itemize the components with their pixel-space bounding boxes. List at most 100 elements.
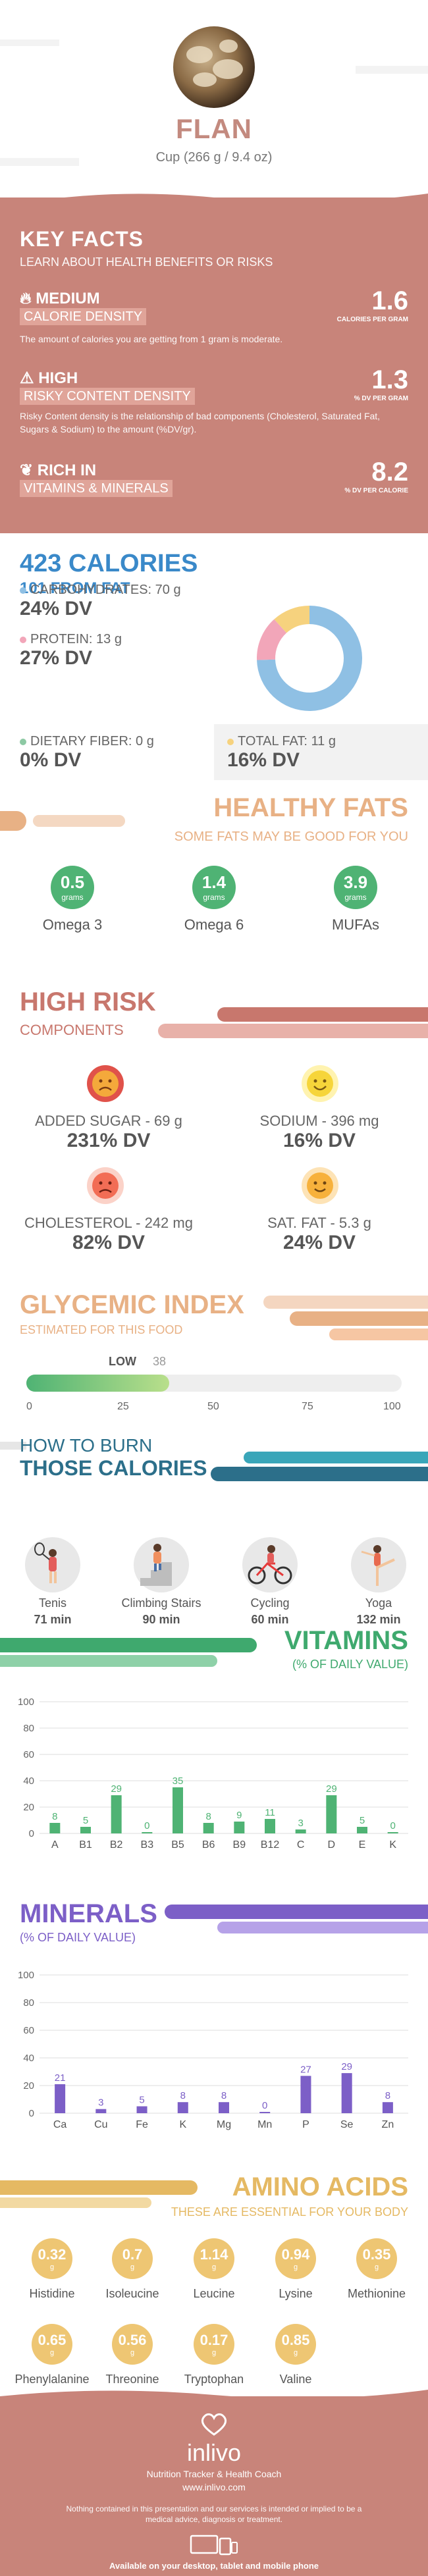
fat-circle-omega6: 1.4 grams — [192, 866, 236, 909]
risk-label: ADDED SUGAR - 69 g — [35, 1113, 182, 1129]
vitamin-value-label: 5 — [83, 1815, 88, 1826]
wave-top — [0, 194, 428, 207]
very-unhappy-face-icon — [87, 1065, 124, 1102]
mineral-bar — [95, 2109, 107, 2113]
macro-protein: PROTEIN: 13 g 27% DV — [20, 632, 122, 669]
mineral-ytick: 60 — [23, 2025, 34, 2036]
vitamin-bar — [357, 1827, 367, 1833]
vitamin-value-label: 8 — [205, 1811, 211, 1822]
devices-icon — [190, 2535, 238, 2557]
amino-circle-methionine: 0.35 g — [356, 2238, 397, 2279]
flame-icon: 🔥︎ — [20, 290, 32, 307]
vitamin-ytick: 40 — [23, 1775, 34, 1787]
yoga-pose-icon — [351, 1537, 406, 1592]
food-title: FLAN — [176, 113, 252, 144]
vitamin-ytick: 0 — [29, 1828, 34, 1839]
decor-bar — [263, 1296, 428, 1309]
decor-bar — [329, 1328, 428, 1340]
amino-circle-valine: 0.85 g — [275, 2324, 316, 2365]
amino-name: Histidine — [29, 2287, 75, 2300]
risk-dv: 24% DV — [282, 1232, 356, 1253]
vitamin-category-label: D — [328, 1839, 336, 1851]
legend-dot — [20, 636, 26, 643]
decor-stripe — [0, 39, 59, 46]
amino-circle-histidine: 0.32 g — [32, 2238, 72, 2279]
activity-minutes: 90 min — [142, 1613, 180, 1626]
fact-calorie-density: 🔥︎ MEDIUM CALORIE DENSITY — [20, 290, 147, 325]
vitamin-value-label: 5 — [360, 1815, 365, 1826]
vitamin-bar — [234, 1822, 245, 1833]
smiling-face-icon — [302, 1167, 338, 1204]
fact-value: 1.3 — [371, 365, 408, 394]
decor-bar — [217, 1007, 428, 1022]
decor-bar — [211, 1467, 428, 1481]
mineral-bar — [382, 2102, 393, 2113]
amino-name: Phenylalanine — [14, 2373, 90, 2386]
risk-label: CHOLESTEROL - 242 mg — [24, 1215, 193, 1231]
mineral-bar — [55, 2084, 66, 2113]
amino-circle-isoleucine: 0.7 g — [112, 2238, 153, 2279]
amino-circle-leucine: 1.14 g — [194, 2238, 234, 2279]
vitamin-category-label: B12 — [261, 1839, 280, 1851]
vitamin-bar — [173, 1787, 183, 1833]
glycemic-subheading: ESTIMATED FOR THIS FOOD — [20, 1323, 183, 1336]
calories-heading: 423 CALORIES — [20, 550, 198, 577]
fact-risky-content: ⚠︎ HIGH RISKY CONTENT DENSITY — [20, 369, 195, 405]
mineral-bar — [219, 2102, 229, 2113]
activity-name: Climbing Stairs — [121, 1596, 201, 1610]
fact-description: Risky Content density is the relationshi… — [20, 411, 381, 434]
donut-slice-protein — [257, 619, 287, 660]
mineral-category-label: K — [179, 2119, 186, 2130]
burn-heading-2: THOSE CALORIES — [20, 1456, 207, 1480]
mineral-bar — [341, 2073, 352, 2113]
fat-name: Omega 3 — [42, 916, 103, 933]
vitamin-bar — [80, 1827, 91, 1833]
decor-bar — [0, 2180, 198, 2195]
fact-vitamins-minerals: ❦ RICH IN VITAMINS & MINERALS — [20, 461, 173, 497]
decor-stripe — [0, 158, 79, 166]
fact-level: HIGH — [38, 369, 78, 387]
fact-description: The amount of calories you are getting f… — [20, 334, 283, 344]
gi-tick: 75 — [302, 1401, 313, 1412]
amino-circle-phenylalanine: 0.65 g — [32, 2324, 72, 2365]
healthy-fats-subheading: SOME FATS MAY BE GOOD FOR YOU — [174, 829, 408, 844]
amino-circle-lysine: 0.94 g — [275, 2238, 316, 2279]
minerals-subheading: (% OF DAILY VALUE) — [20, 1931, 136, 1944]
minerals-bar-chart: 0 20 40 60 80 100 21 Ca 3 Cu 5 Fe 8 K 8 Mg 0 Mn 27 P 29 Se 8 Zn — [18, 1970, 408, 2130]
activity-minutes: 71 min — [34, 1613, 72, 1626]
mineral-value-label: 29 — [341, 2061, 352, 2072]
decor-bar — [158, 1024, 428, 1038]
footer: inlivo Nutrition Tracker & Health Coach … — [0, 2390, 428, 2576]
burn-heading-1: HOW TO BURN — [20, 1435, 153, 1456]
mineral-value-label: 5 — [139, 2095, 144, 2106]
vitamin-category-label: B2 — [110, 1839, 123, 1851]
total-fat-box — [214, 724, 428, 780]
mineral-bar — [259, 2112, 271, 2113]
sad-face-icon — [87, 1167, 124, 1204]
amino-name: Leucine — [193, 2287, 235, 2300]
fat-name: MUFAs — [331, 916, 380, 933]
vitamin-value-label: 3 — [298, 1818, 303, 1829]
brand-url[interactable]: www.inlivo.com — [182, 2482, 246, 2492]
fact-name: VITAMINS & MINERALS — [20, 480, 173, 497]
macro-dv: 0% DV — [20, 749, 82, 771]
leaf-icon: ❦ — [20, 461, 34, 479]
brand-name: inlivo — [186, 2439, 242, 2466]
tennis-player-icon — [25, 1537, 80, 1592]
mineral-ytick: 20 — [23, 2080, 34, 2091]
mineral-category-label: Cu — [94, 2119, 107, 2130]
legend-dot — [20, 587, 26, 594]
activity-minutes: 60 min — [251, 1613, 289, 1626]
vitamin-bar — [203, 1823, 214, 1833]
mineral-category-label: Fe — [136, 2119, 148, 2130]
fact-level: MEDIUM — [36, 290, 100, 307]
vitamin-value-label: 0 — [390, 1820, 395, 1831]
risk-label: SAT. FAT - 5.3 g — [267, 1215, 371, 1231]
vitamin-ytick: 60 — [23, 1749, 34, 1760]
fat-circle-mufas: 3.9 grams — [334, 866, 377, 909]
vitamin-bar — [326, 1795, 337, 1833]
macro-fiber: DIETARY FIBER: 0 g 0% DV — [20, 734, 154, 771]
fat-name: Omega 6 — [184, 916, 244, 933]
decor-bar — [0, 811, 26, 831]
vitamin-category-label: C — [297, 1839, 305, 1851]
